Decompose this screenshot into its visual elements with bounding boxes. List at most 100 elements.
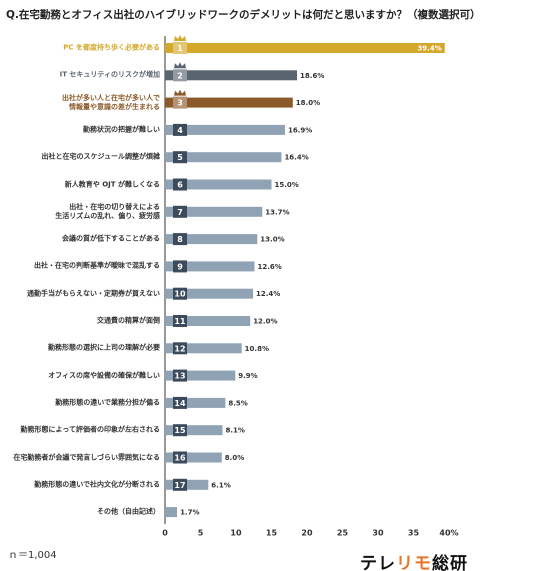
rank-number: 3 xyxy=(177,99,183,108)
x-tick-label: 5 xyxy=(198,529,204,538)
category-label: 出社と在宅のスケジュール調整が煩雑 xyxy=(41,152,160,161)
rank-badge xyxy=(173,205,187,218)
value-label: 9.9% xyxy=(238,372,257,380)
bar xyxy=(165,507,178,518)
crown-icon xyxy=(174,35,186,41)
category-label: 交通費の精算が面倒 xyxy=(97,316,160,325)
crown-icon xyxy=(174,62,186,69)
rank-number: 2 xyxy=(177,71,183,80)
bar xyxy=(165,179,272,190)
rank-badge xyxy=(173,424,187,437)
value-label: 13.0% xyxy=(260,236,284,244)
bar xyxy=(165,152,282,163)
category-label: 在宅勤務者が会議で発言しづらい雰囲気になる xyxy=(13,453,160,461)
rank-badge xyxy=(173,451,187,464)
rank-number: 14 xyxy=(174,399,186,408)
value-label: 12.6% xyxy=(257,263,281,271)
rank-badge xyxy=(173,69,187,82)
brand-part: テレ xyxy=(360,554,396,571)
x-tick-label: 40% xyxy=(439,529,458,538)
category-label: 出社・在宅の切り替えによる 生活リズムの乱れ、偏り、疲労感 xyxy=(55,202,160,220)
category-label: オフィスの席や設備の確保が難しい xyxy=(48,371,160,380)
rank-badge xyxy=(173,342,187,355)
rank-number: 12 xyxy=(174,344,185,353)
rank-number: 9 xyxy=(177,262,183,271)
value-label: 6.1% xyxy=(211,481,230,489)
rank-number: 1 xyxy=(177,44,183,53)
rank-number: 10 xyxy=(174,290,186,299)
rank-badge xyxy=(173,151,187,164)
rank-badge xyxy=(173,178,187,191)
value-label: 18.6% xyxy=(300,72,324,80)
category-label: 新人教育や OJT が難しくなる xyxy=(64,180,160,188)
category-label: 勤務状況の把握が難しい xyxy=(83,125,160,134)
rank-number: 13 xyxy=(174,372,185,381)
bar xyxy=(165,397,226,408)
x-tick-label: 20 xyxy=(301,529,313,538)
chart-title: Q.在宅勤務とオフィス出社のハイブリッドワークのデメリットは何だと思いますか？（… xyxy=(6,9,481,21)
value-label: 12.4% xyxy=(256,290,280,298)
brand-part: リモ xyxy=(396,554,432,571)
value-label: 8.1% xyxy=(226,427,245,435)
bar xyxy=(165,452,222,463)
category-label: 勤務形態の違いで業務分担が偏る xyxy=(55,398,160,407)
category-label: PC を都度持ち歩く必要がある xyxy=(63,43,160,52)
category-label: 勤務形態によって評価者の印象が左右される xyxy=(20,425,160,434)
x-tick-label: 25 xyxy=(337,529,349,538)
value-label: 8.0% xyxy=(225,454,244,462)
rank-number: 6 xyxy=(177,181,183,190)
value-label: 15.0% xyxy=(275,181,299,189)
bar xyxy=(165,124,285,135)
rank-number: 17 xyxy=(174,481,185,490)
rank-badge xyxy=(173,260,187,273)
rank-badge xyxy=(173,478,187,491)
bar xyxy=(165,288,254,299)
x-tick-label: 15 xyxy=(266,529,278,538)
bar xyxy=(165,425,223,436)
category-label: 会議の質が低下することがある xyxy=(62,234,160,243)
category-label: IT セキュリティのリスクが増加 xyxy=(59,70,160,79)
rank-number: 8 xyxy=(177,235,183,244)
x-tick-label: 35 xyxy=(408,529,420,538)
bar xyxy=(165,343,242,354)
bar xyxy=(165,70,298,81)
rank-badge xyxy=(173,123,187,136)
rank-number: 11 xyxy=(174,317,186,326)
value-label: 18.0% xyxy=(296,99,320,107)
value-label: 16.4% xyxy=(284,154,308,162)
category-label: 勤務形態の違いで社内文化が分断される xyxy=(34,480,160,489)
rank-badge xyxy=(173,96,187,109)
bar xyxy=(165,97,293,108)
rank-badge xyxy=(173,315,187,327)
bar xyxy=(165,206,263,217)
x-tick-label: 0 xyxy=(162,529,168,538)
value-label: 16.9% xyxy=(288,126,312,134)
x-tick-label: 30 xyxy=(372,529,384,538)
rank-number: 15 xyxy=(174,426,186,435)
crown-icon xyxy=(174,89,186,96)
bar xyxy=(165,370,236,381)
rank-number: 7 xyxy=(177,208,183,217)
bar xyxy=(165,261,255,272)
rank-number: 5 xyxy=(177,153,183,162)
brand-logo: テレリモ総研 xyxy=(360,549,468,571)
sample-size: ｎ＝1,004 xyxy=(8,550,57,561)
value-label: 13.7% xyxy=(265,208,289,216)
value-label: 39.4% xyxy=(417,45,441,53)
category-label: 出社・在宅の判断基準が曖昧で混乱する xyxy=(34,261,160,270)
rank-badge xyxy=(173,369,187,382)
category-label: その他（自由記述） xyxy=(97,507,160,516)
rank-badge xyxy=(173,42,187,54)
category-label: 勤務形態の選択に上司の理解が必要 xyxy=(48,343,160,352)
value-label: 10.8% xyxy=(245,345,269,353)
bar xyxy=(165,234,258,245)
x-tick-label: 10 xyxy=(230,529,242,538)
value-label: 12.0% xyxy=(253,318,277,326)
bar xyxy=(165,43,445,53)
rank-number: 4 xyxy=(177,126,183,135)
bar xyxy=(165,316,251,326)
rank-badge xyxy=(173,233,187,246)
rank-badge xyxy=(173,287,187,300)
